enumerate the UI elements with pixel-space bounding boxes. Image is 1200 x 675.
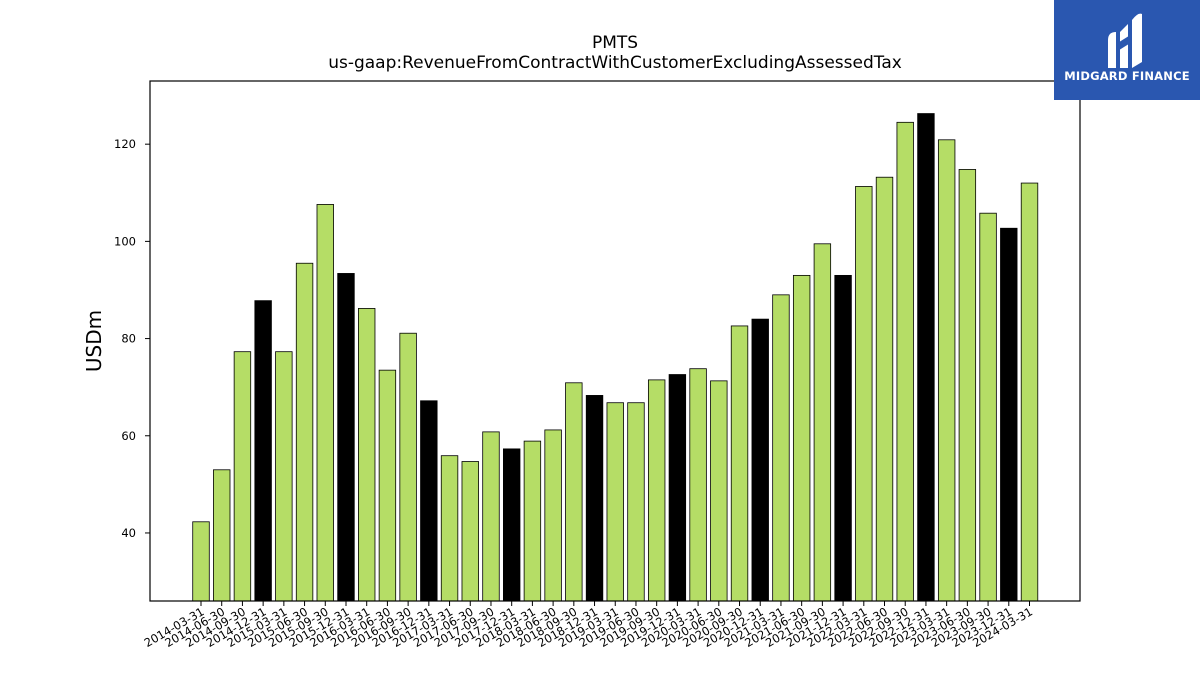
midgard-logo-icon: [1108, 13, 1142, 69]
bar-2020-09-30: [730, 325, 749, 602]
bar-2015-03-31: [275, 351, 293, 602]
bar-2021-12-31: [834, 274, 852, 602]
bar-2022-09-30: [896, 121, 914, 602]
bar-2021-06-30: [792, 274, 811, 602]
bar-2022-12-31: [917, 113, 935, 602]
bar-2022-06-30: [875, 176, 894, 602]
bar-2017-03-31: [440, 455, 459, 602]
y-tick-label: 40: [121, 526, 136, 540]
bar-2018-12-31: [585, 395, 604, 602]
bar-2016-06-30: [378, 369, 397, 602]
x-axis-ticks: 2014-03-312014-06-302014-09-302014-12-31…: [142, 601, 1035, 650]
y-axis-ticks: 40 60 80 100 120: [114, 137, 150, 540]
logo-text: MIDGARD FINANCE: [1064, 69, 1190, 83]
bar-2021-03-31: [772, 294, 790, 602]
bar-2014-09-30: [233, 351, 252, 602]
bar-2023-06-30: [958, 169, 977, 602]
bar-2017-12-31: [502, 448, 521, 602]
bar-2023-12-31: [1000, 227, 1018, 602]
y-tick-label: 80: [121, 332, 136, 346]
midgard-finance-logo: MIDGARD FINANCE: [1054, 0, 1200, 100]
y-tick-label: 60: [121, 429, 136, 443]
bar-2023-03-31: [937, 139, 956, 602]
bar-2017-09-30: [482, 431, 500, 602]
bar-2023-09-30: [979, 212, 997, 602]
bar-2016-03-31: [358, 308, 376, 602]
bars-group: [192, 113, 1039, 602]
bar-2016-12-31: [420, 400, 438, 602]
y-axis-label: USDm: [82, 310, 106, 372]
bar-2018-03-31: [523, 440, 542, 602]
bar-2014-06-30: [213, 469, 231, 602]
bar-2018-06-30: [544, 429, 562, 602]
bar-2024-03-31: [1020, 182, 1039, 602]
bar-2020-06-30: [710, 380, 728, 602]
bar-2019-12-31: [668, 374, 687, 602]
plot-frame: [149, 80, 1081, 602]
bar-2016-09-30: [399, 332, 417, 602]
bar-2020-03-31: [689, 368, 707, 602]
y-tick-label: 100: [114, 234, 136, 248]
y-tick-label: 120: [114, 137, 136, 151]
bar-2019-03-31: [606, 402, 624, 602]
chart-subtitle: us-gaap:RevenueFromContractWithCustomerE…: [328, 53, 902, 73]
bar-2015-09-30: [316, 204, 334, 602]
bar-2017-06-30: [461, 461, 479, 602]
bar-2014-12-31: [254, 300, 272, 602]
bar-2022-03-31: [855, 186, 873, 602]
bar-2019-09-30: [647, 379, 666, 602]
bar-2020-12-31: [751, 318, 769, 602]
bar-2018-09-30: [565, 382, 583, 602]
bar-2015-06-30: [295, 262, 314, 602]
bar-2021-09-30: [813, 243, 832, 602]
bar-2015-12-31: [337, 273, 355, 602]
bar-2014-03-31: [192, 521, 210, 602]
bar-2019-06-30: [627, 402, 645, 602]
chart-title: PMTS: [592, 33, 638, 53]
